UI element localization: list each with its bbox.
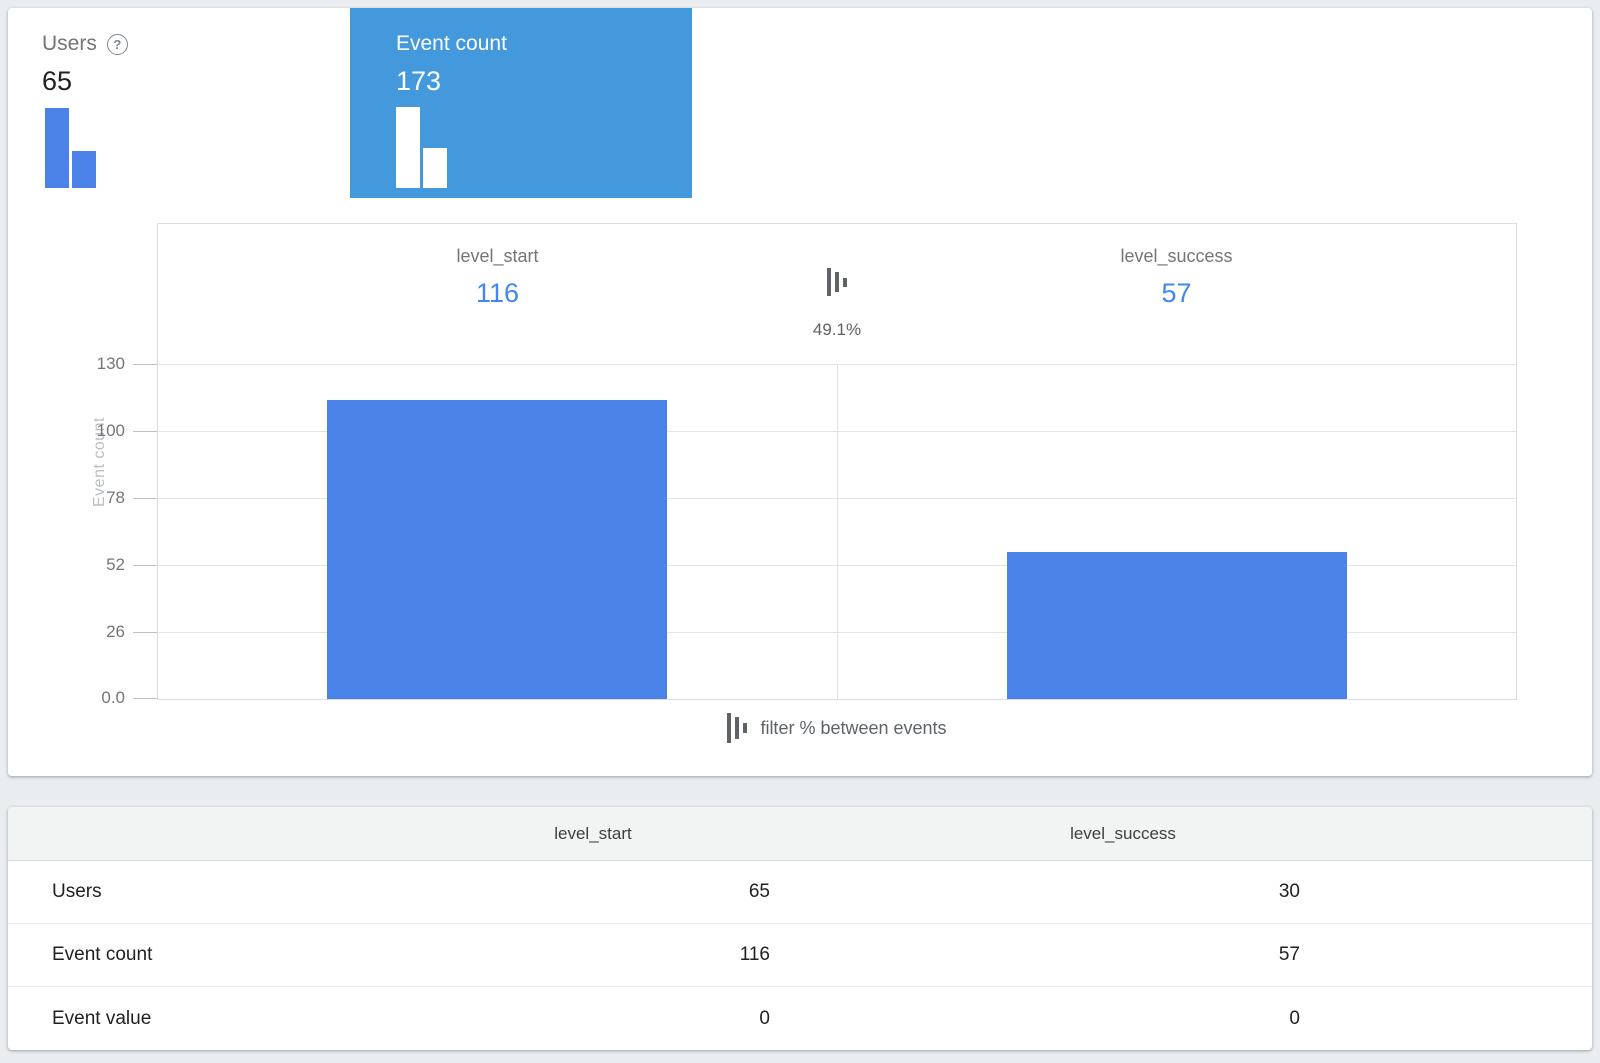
filter-legend-icon	[727, 713, 748, 743]
events-data-table: level_start level_success Users 65 30 Ev…	[8, 807, 1592, 1050]
table-header-cell-level-start: level_start	[554, 823, 632, 843]
cell-value: 57	[1278, 944, 1300, 965]
y-axis-tick-label: 100	[96, 421, 125, 440]
metric-tab-users[interactable]: Users ? 65	[8, 8, 350, 198]
mini-bar	[45, 108, 69, 188]
cell-value: 0	[759, 1007, 770, 1029]
filter-legend-label: filter % between events	[760, 717, 947, 738]
row-label: Event count	[52, 944, 153, 965]
event-count-level-success: 57	[1161, 278, 1192, 308]
bar-level-success[interactable]	[1007, 552, 1347, 699]
mini-bar	[396, 107, 420, 188]
event-count-level-start: 116	[475, 278, 520, 308]
y-axis-tick-label: 52	[106, 555, 125, 574]
table-row-event-count: Event count 116 57	[8, 924, 1592, 987]
y-axis-tick-label: 78	[106, 488, 125, 507]
y-axis-tick	[133, 632, 157, 633]
bar-level-start[interactable]	[327, 400, 667, 699]
filter-percent-icon[interactable]	[827, 268, 847, 296]
event-count-metric-label: Event count	[396, 32, 507, 55]
users-mini-bar-chart	[45, 108, 96, 188]
cell-value: 65	[748, 881, 770, 902]
metric-tab-event-count[interactable]: Event count 173	[350, 8, 692, 198]
y-axis-tick-label: 26	[106, 622, 125, 641]
table-header-row: level_start level_success	[8, 807, 1592, 861]
y-axis-tick-label: 130	[96, 354, 125, 373]
row-label: Users	[52, 881, 102, 902]
users-metric-value: 65	[42, 66, 73, 96]
funnel-bar-chart: Event count 130 100 78 52 26 0.0 level_s…	[91, 223, 1517, 707]
category-divider-line	[837, 364, 838, 699]
mini-bar	[423, 148, 447, 188]
table-row-event-value: Event value 0 0	[8, 987, 1592, 1050]
row-label: Event value	[52, 1007, 152, 1029]
event-count-metric-value: 173	[396, 66, 442, 96]
y-axis-tick	[133, 698, 157, 699]
y-axis-tick-label: 0.0	[101, 688, 125, 707]
y-axis-tick	[133, 364, 157, 365]
mini-bar	[72, 151, 96, 188]
users-metric-label: Users	[42, 32, 97, 55]
table-header-cell-level-success: level_success	[1070, 823, 1176, 843]
event-name-level-start: level_start	[456, 246, 539, 266]
event-count-mini-bar-chart	[396, 107, 447, 188]
cell-value: 116	[739, 944, 770, 965]
y-axis-tick	[133, 498, 157, 499]
events-comparison-panel: Users ? 65 Event count 173 Event count	[8, 8, 1592, 776]
chart-footer-legend: filter % between events	[157, 706, 1517, 750]
cell-value: 0	[1289, 1007, 1300, 1029]
y-axis-tick	[133, 431, 157, 432]
event-name-level-success: level_success	[1120, 246, 1233, 266]
y-axis-tick	[133, 565, 157, 566]
cell-value: 30	[1278, 881, 1300, 902]
filter-percent-value: 49.1%	[812, 320, 862, 339]
table-row-users: Users 65 30	[8, 861, 1592, 924]
help-icon[interactable]: ?	[106, 33, 128, 55]
